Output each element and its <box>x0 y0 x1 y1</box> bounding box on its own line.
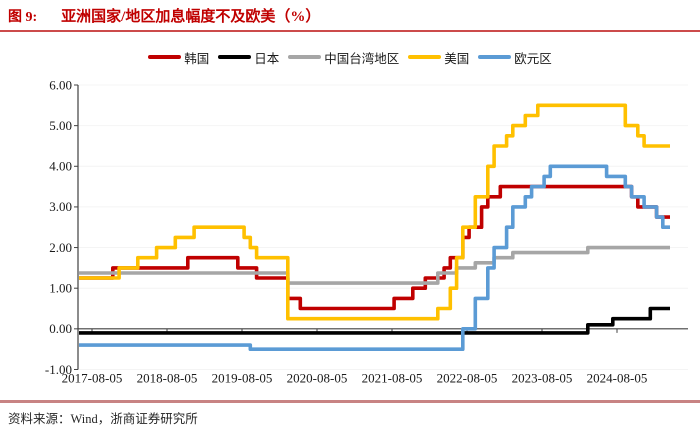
legend-swatch-taiwan <box>288 55 322 59</box>
legend-label-taiwan: 中国台湾地区 <box>324 51 400 66</box>
x-tick-label: 2020-08-05 <box>287 370 348 385</box>
legend-item-korea: 韩国 <box>148 48 209 67</box>
legend-label-japan: 日本 <box>254 51 280 66</box>
legend-item-japan: 日本 <box>218 48 279 67</box>
series-line-japan <box>79 306 670 335</box>
legend-swatch-us <box>408 55 442 59</box>
figure-number-label: 图 9: <box>8 10 38 25</box>
series-line-us <box>79 103 670 321</box>
x-tick-label: 2021-08-05 <box>362 370 423 385</box>
legend-item-us: 美国 <box>408 48 469 67</box>
legend-label-us: 美国 <box>444 51 470 66</box>
x-tick-label: 2024-08-05 <box>587 370 648 385</box>
legend-label-eurozone: 欧元区 <box>514 51 552 66</box>
gridlines <box>78 84 688 370</box>
chart-legend: 韩国 日本 中国台湾地区 美国 欧元区 <box>0 48 700 67</box>
x-tick-label: 2022-08-05 <box>437 370 498 385</box>
series-line-taiwan <box>79 245 670 285</box>
x-tick-label: 2023-08-05 <box>512 370 573 385</box>
legend-swatch-korea <box>148 55 182 59</box>
legend-label-korea: 韩国 <box>184 51 210 66</box>
legend-swatch-japan <box>218 55 252 59</box>
rate-step-chart: 6.00 5.00 4.00 3.00 2.00 1.00 0.00 -1.002017-08… <box>45 77 688 385</box>
x-tick-label: 2018-08-05 <box>137 370 198 385</box>
x-tick-label: 2017-08-05 <box>62 370 123 385</box>
y-tick-label: 0.00 <box>49 321 72 336</box>
x-tick-label: 2019-08-05 <box>212 370 273 385</box>
y-tick-label: 4.00 <box>49 159 72 174</box>
x-tick-labels: 2017-08-05 2018-08-05 2019-08-05 2020-08-05… <box>62 370 648 385</box>
y-tick-label: 2.00 <box>49 240 72 255</box>
legend-item-eurozone: 欧元区 <box>478 48 552 67</box>
legend-item-taiwan: 中国台湾地区 <box>288 48 399 67</box>
y-axis: 6.00 5.00 4.00 3.00 2.00 1.00 0.00 -1.00 <box>45 77 79 377</box>
y-tick-label: 6.00 <box>49 77 72 92</box>
y-tick-label: -1.00 <box>45 362 72 377</box>
figure-header: 图 9: 亚洲国家/地区加息幅度不及欧美（%） <box>8 5 320 26</box>
legend-swatch-eurozone <box>478 55 512 59</box>
source-note: 资料来源：Wind，浙商证券研究所 <box>8 412 198 426</box>
footer-divider <box>0 400 700 403</box>
series-line-eurozone <box>79 164 670 351</box>
y-tick-label: 5.00 <box>49 118 72 133</box>
figure-title: 亚洲国家/地区加息幅度不及欧美（%） <box>61 9 321 25</box>
title-divider <box>0 30 700 32</box>
y-tick-label: 1.00 <box>49 281 72 296</box>
y-tick-label: 3.00 <box>49 199 72 214</box>
